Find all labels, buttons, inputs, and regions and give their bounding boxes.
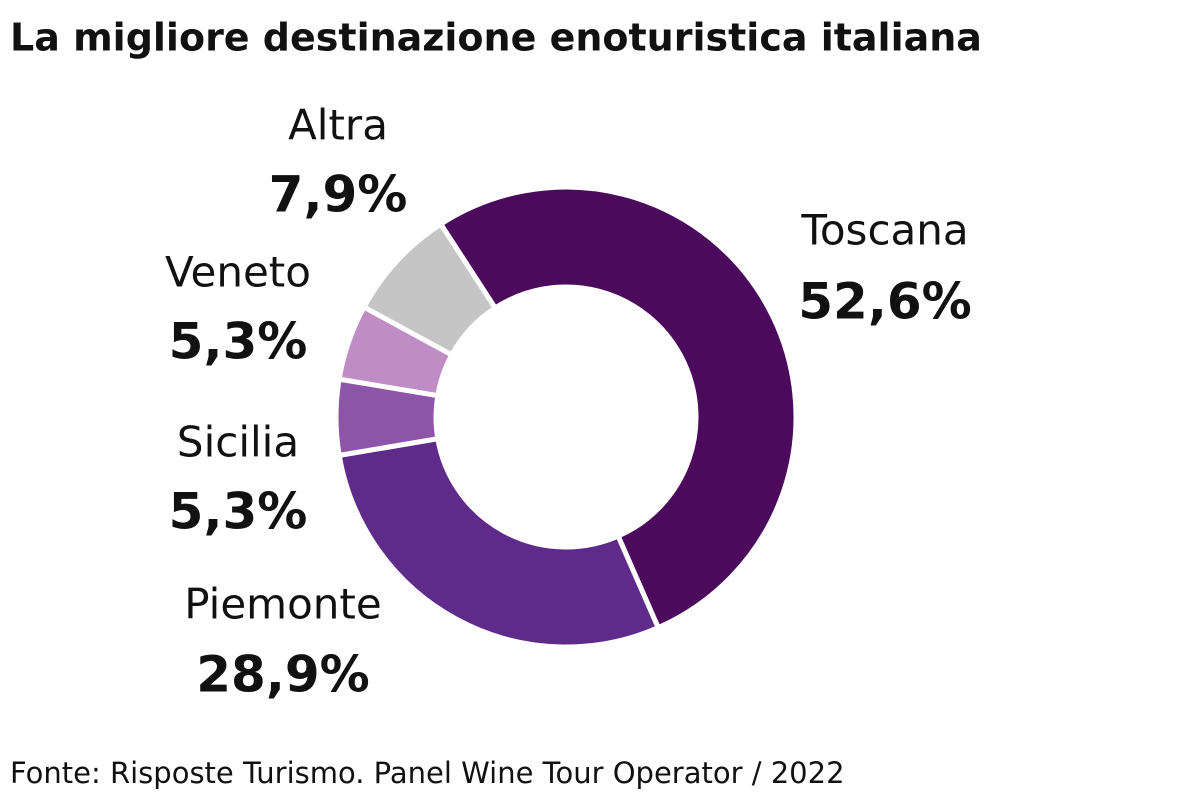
slice-name: Toscana [800, 206, 968, 255]
slice-value-label: 5,3% [169, 483, 308, 541]
donut-slice [437, 184, 799, 631]
slice-value-label: 52,6% [798, 273, 971, 331]
chart-title: La migliore destinazione enoturistica it… [10, 16, 982, 60]
slice-value-label: 5,3% [169, 313, 308, 371]
slice-name: Veneto [165, 248, 311, 297]
donut-slice [360, 220, 499, 359]
donut-slice [336, 435, 662, 650]
slice-name: Piemonte [184, 580, 381, 629]
slice-name: Sicilia [177, 418, 299, 467]
slice-value-label: 28,9% [196, 646, 369, 704]
slice-value-label: 7,9% [269, 166, 408, 224]
source-note: Fonte: Risposte Turismo. Panel Wine Tour… [10, 756, 845, 790]
slice-name: Altra [288, 101, 388, 150]
